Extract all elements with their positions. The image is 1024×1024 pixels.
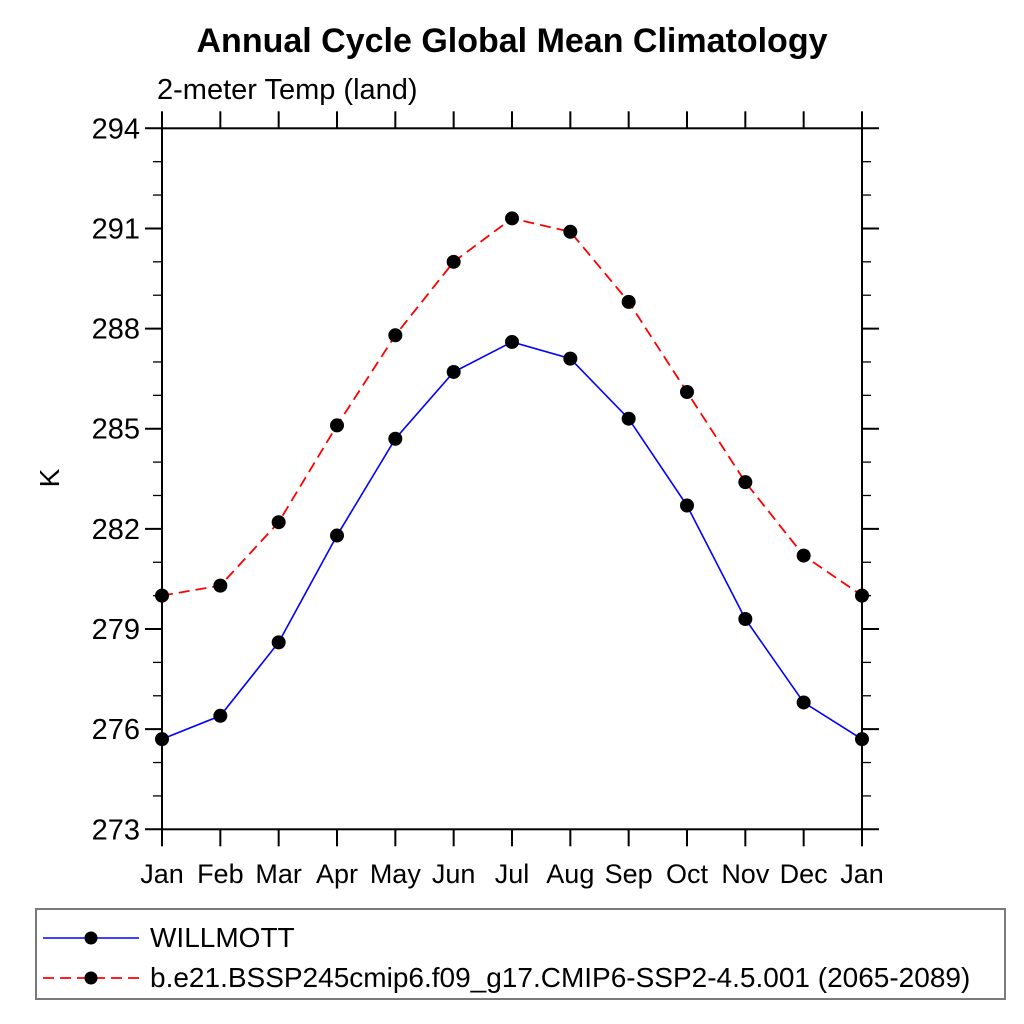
- chart-title: Annual Cycle Global Mean Climatology: [196, 22, 828, 60]
- series-line-0: [161, 341, 863, 740]
- x-tick-label: Aug: [546, 859, 594, 889]
- x-tick-label: Feb: [197, 859, 244, 889]
- data-point-marker: [563, 351, 578, 366]
- data-point-marker: [213, 708, 228, 723]
- y-tick-label: 294: [92, 113, 140, 145]
- y-tick-label: 276: [92, 714, 140, 746]
- y-tick-label: 291: [92, 213, 140, 245]
- data-point-marker: [505, 211, 519, 226]
- data-point-marker: [388, 328, 403, 343]
- legend-label-model-run: b.e21.BSSP245cmip6.f09_g17.CMIP6-SSP2-4.…: [150, 962, 971, 993]
- data-point-marker: [271, 635, 286, 650]
- x-tick-label: Sep: [605, 859, 653, 889]
- data-point-marker: [330, 418, 344, 433]
- data-point-marker: [563, 224, 578, 239]
- data-point-marker: [855, 732, 869, 747]
- legend-item-willmott: WILLMOTT: [39, 922, 295, 954]
- x-tick-label: Apr: [316, 859, 358, 889]
- data-point-marker: [855, 588, 869, 603]
- legend-item-model-run: b.e21.BSSP245cmip6.f09_g17.CMIP6-SSP2-4.…: [39, 962, 970, 994]
- data-point-marker: [271, 515, 286, 530]
- data-point-marker: [155, 732, 169, 747]
- data-point-marker: [738, 475, 753, 490]
- x-tick-label: Jun: [432, 859, 476, 889]
- plot-frame: [161, 127, 863, 831]
- y-tick-label: 279: [92, 614, 140, 646]
- y-tick-label: 282: [92, 514, 140, 546]
- data-point-marker: [680, 385, 694, 400]
- data-point-marker: [155, 588, 169, 603]
- data-point-marker: [680, 498, 694, 513]
- x-tick-label: Mar: [255, 859, 302, 889]
- x-tick-label: Dec: [780, 859, 828, 889]
- x-tick-label: Jul: [495, 859, 530, 889]
- data-point-marker: [621, 411, 636, 426]
- x-tick-label: Nov: [721, 859, 770, 889]
- x-tick-label: Jan: [140, 859, 184, 889]
- legend-box: WILLMOTT b.e21.BSSP245cmip6.f09_g17.CMIP…: [35, 908, 1006, 1000]
- series-line-1: [161, 217, 863, 597]
- data-point-marker: [446, 254, 461, 269]
- y-tick-label: 273: [92, 814, 140, 846]
- data-point-marker: [621, 294, 636, 309]
- data-point-marker: [213, 578, 228, 593]
- solid-line-marker-icon: [43, 931, 139, 945]
- x-tick-label: Oct: [666, 859, 709, 889]
- y-tick-label: 288: [92, 314, 140, 346]
- legend-label-willmott: WILLMOTT: [150, 922, 295, 953]
- x-tick-label: May: [370, 859, 422, 889]
- y-tick-label: 285: [92, 414, 140, 446]
- data-point-marker: [330, 528, 344, 543]
- data-point-marker: [796, 695, 811, 710]
- dashed-line-marker-icon: [43, 971, 139, 985]
- plot-area: Jan Feb Mar Apr May Jun Jul Aug Sep Oct Nov Dec Jan2…: [92, 111, 884, 889]
- data-point-marker: [505, 334, 519, 349]
- x-tick-label: Jan: [840, 859, 884, 889]
- data-point-marker: [446, 364, 461, 379]
- data-point-marker: [796, 548, 811, 563]
- data-point-marker: [738, 612, 753, 626]
- data-point-marker: [388, 431, 403, 446]
- chart-subtitle: 2-meter Temp (land): [157, 74, 418, 106]
